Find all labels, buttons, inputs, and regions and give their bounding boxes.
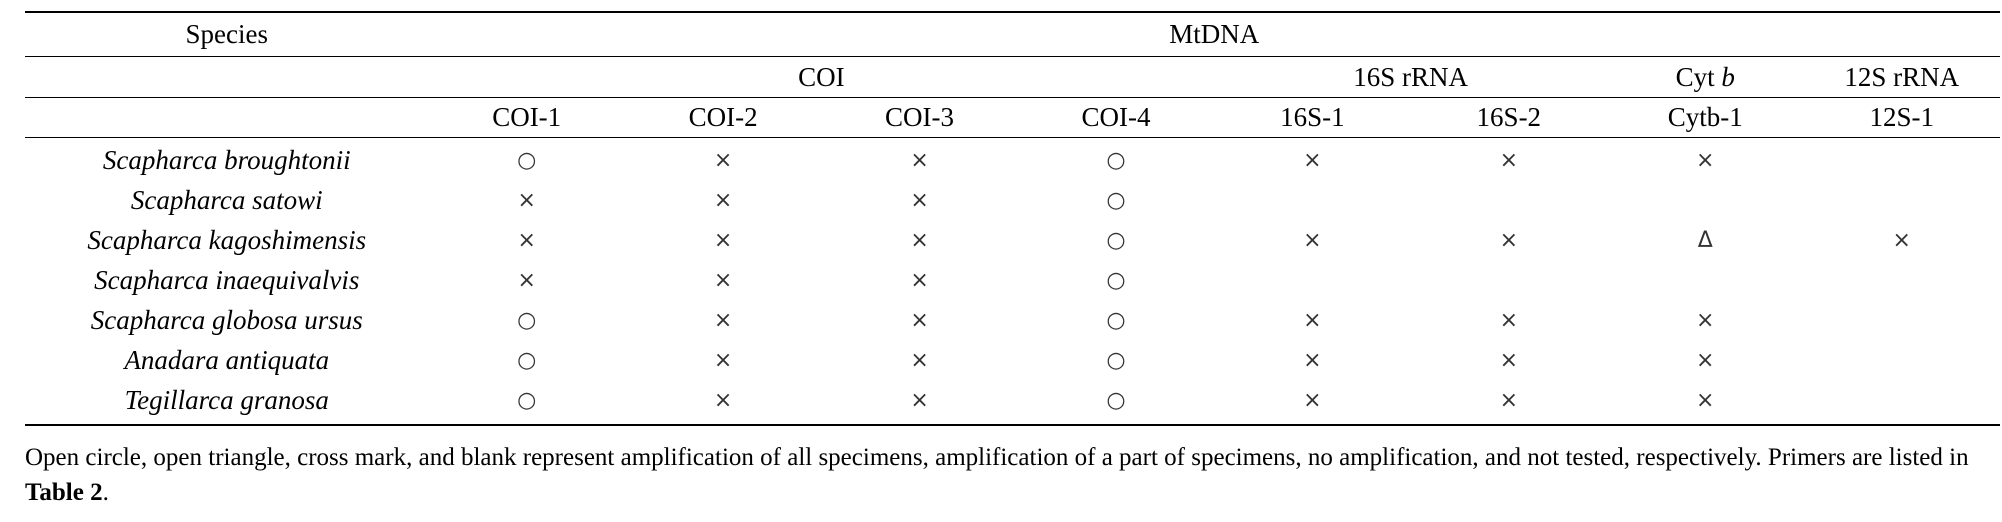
result-cell: × <box>1303 347 1322 373</box>
table-row: Anadara antiquata ○ × × ○ × × × <box>25 340 2000 380</box>
species-cell: Scapharca broughtonii <box>102 144 351 175</box>
result-cell <box>1803 138 2000 181</box>
gene-group-12s: 12S rRNA <box>1844 61 1960 92</box>
result-cell: ○ <box>1106 347 1126 373</box>
table-row: Scapharca kagoshimensis × × × ○ × × Δ × <box>25 220 2000 260</box>
result-cell: ○ <box>1106 147 1126 173</box>
primer-header: 12S-1 <box>1869 102 1934 132</box>
table-row: Scapharca broughtonii ○ × × ○ × × × <box>25 138 2000 181</box>
primer-header: 16S-1 <box>1280 102 1345 132</box>
result-cell: × <box>910 307 929 333</box>
header-row-1: Species MtDNA <box>25 12 2000 57</box>
header-row-2: COI 16S rRNA Cyt b 12S rRNA <box>25 57 2000 98</box>
gene-group-coi: COI <box>798 61 845 92</box>
result-cell: ○ <box>517 387 537 413</box>
table-row: Scapharca inaequivalvis × × × ○ <box>25 260 2000 300</box>
result-cell <box>1607 180 1803 220</box>
result-cell <box>1803 340 2000 380</box>
primer-amplification-table-container: Species MtDNA COI 16S rRNA Cyt b 12S rRN… <box>25 11 2000 426</box>
result-cell <box>1411 180 1607 220</box>
result-cell <box>1803 260 2000 300</box>
mtdna-header: MtDNA <box>1169 19 1260 49</box>
species-cell: Scapharca satowi <box>130 184 323 215</box>
result-cell: ○ <box>1106 187 1126 213</box>
result-cell <box>1214 260 1410 300</box>
result-cell: ○ <box>1106 387 1126 413</box>
result-cell <box>1607 260 1803 300</box>
gene-group-cytb-italic: b <box>1721 61 1735 92</box>
result-cell: × <box>1696 347 1715 373</box>
result-cell: × <box>713 387 733 413</box>
gene-group-cytb-main: Cyt <box>1675 61 1722 92</box>
result-cell: × <box>910 347 929 373</box>
result-cell: × <box>1499 147 1519 173</box>
result-cell: × <box>517 267 536 293</box>
primer-header: Cytb-1 <box>1667 102 1743 132</box>
primer-header: COI-4 <box>1081 102 1151 132</box>
header-blank <box>25 57 428 98</box>
header-row-primers: COI-1 COI-2 COI-3 COI-4 16S-1 16S-2 Cytb… <box>25 98 2000 138</box>
result-cell: ○ <box>517 147 537 173</box>
footnote-table-reference: Table 2 <box>25 479 103 506</box>
header-blank <box>25 98 428 138</box>
table-row: Tegillarca granosa ○ × × ○ × × × <box>25 380 2000 425</box>
result-cell <box>1411 260 1607 300</box>
result-cell: ○ <box>517 307 537 333</box>
primer-amplification-table: Species MtDNA COI 16S rRNA Cyt b 12S rRN… <box>25 11 2000 426</box>
species-cell: Scapharca inaequivalvis <box>94 264 360 295</box>
result-cell: × <box>910 187 929 213</box>
result-cell: × <box>517 227 536 253</box>
result-cell: × <box>1696 147 1715 173</box>
result-cell: × <box>1303 307 1322 333</box>
result-cell <box>1803 380 2000 425</box>
result-cell: Δ <box>1697 227 1713 253</box>
result-cell <box>1214 180 1410 220</box>
result-cell: × <box>1499 307 1519 333</box>
result-cell: × <box>1696 307 1715 333</box>
species-cell: Scapharca globosa ursus <box>90 304 363 335</box>
gene-group-16s: 16S rRNA <box>1353 61 1468 92</box>
result-cell: × <box>713 227 733 253</box>
table-row: Scapharca satowi × × × ○ <box>25 180 2000 220</box>
primer-header: COI-3 <box>885 102 955 132</box>
table-row: Scapharca globosa ursus ○ × × ○ × × × <box>25 300 2000 340</box>
result-cell: × <box>910 147 929 173</box>
table-footnote: Open circle, open triangle, cross mark, … <box>25 440 1985 510</box>
result-cell: × <box>1696 387 1715 413</box>
footnote-text: Open circle, open triangle, cross mark, … <box>25 444 1969 471</box>
result-cell: × <box>713 267 733 293</box>
result-cell: × <box>1499 387 1519 413</box>
result-cell: × <box>1499 347 1519 373</box>
primer-header: 16S-2 <box>1476 102 1542 132</box>
species-header: Species <box>185 19 268 49</box>
result-cell <box>1803 180 2000 220</box>
result-cell: × <box>1499 227 1519 253</box>
result-cell: × <box>1303 147 1322 173</box>
result-cell: × <box>713 187 733 213</box>
result-cell <box>1803 300 2000 340</box>
result-cell: ○ <box>517 347 537 373</box>
table-body: Scapharca broughtonii ○ × × ○ × × × Scapharca sa… <box>25 138 2000 425</box>
result-cell: × <box>713 347 733 373</box>
primer-header: COI-1 <box>492 102 562 132</box>
result-cell: × <box>910 387 929 413</box>
result-cell: ○ <box>1106 267 1126 293</box>
species-cell: Anadara antiquata <box>124 344 330 375</box>
result-cell: × <box>713 307 733 333</box>
result-cell: × <box>1303 227 1322 253</box>
result-cell: × <box>910 267 929 293</box>
result-cell: × <box>910 227 929 253</box>
result-cell: ○ <box>1106 307 1126 333</box>
footnote-end: . <box>102 479 109 506</box>
species-cell: Scapharca kagoshimensis <box>87 224 367 255</box>
result-cell: × <box>713 147 733 173</box>
result-cell: ○ <box>1106 227 1126 253</box>
result-cell: × <box>517 187 536 213</box>
result-cell: × <box>1303 387 1322 413</box>
gene-group-cytb: Cyt b <box>1607 57 1803 98</box>
primer-header: COI-2 <box>688 102 758 132</box>
species-cell: Tegillarca granosa <box>124 384 329 415</box>
result-cell: × <box>1892 227 1911 253</box>
